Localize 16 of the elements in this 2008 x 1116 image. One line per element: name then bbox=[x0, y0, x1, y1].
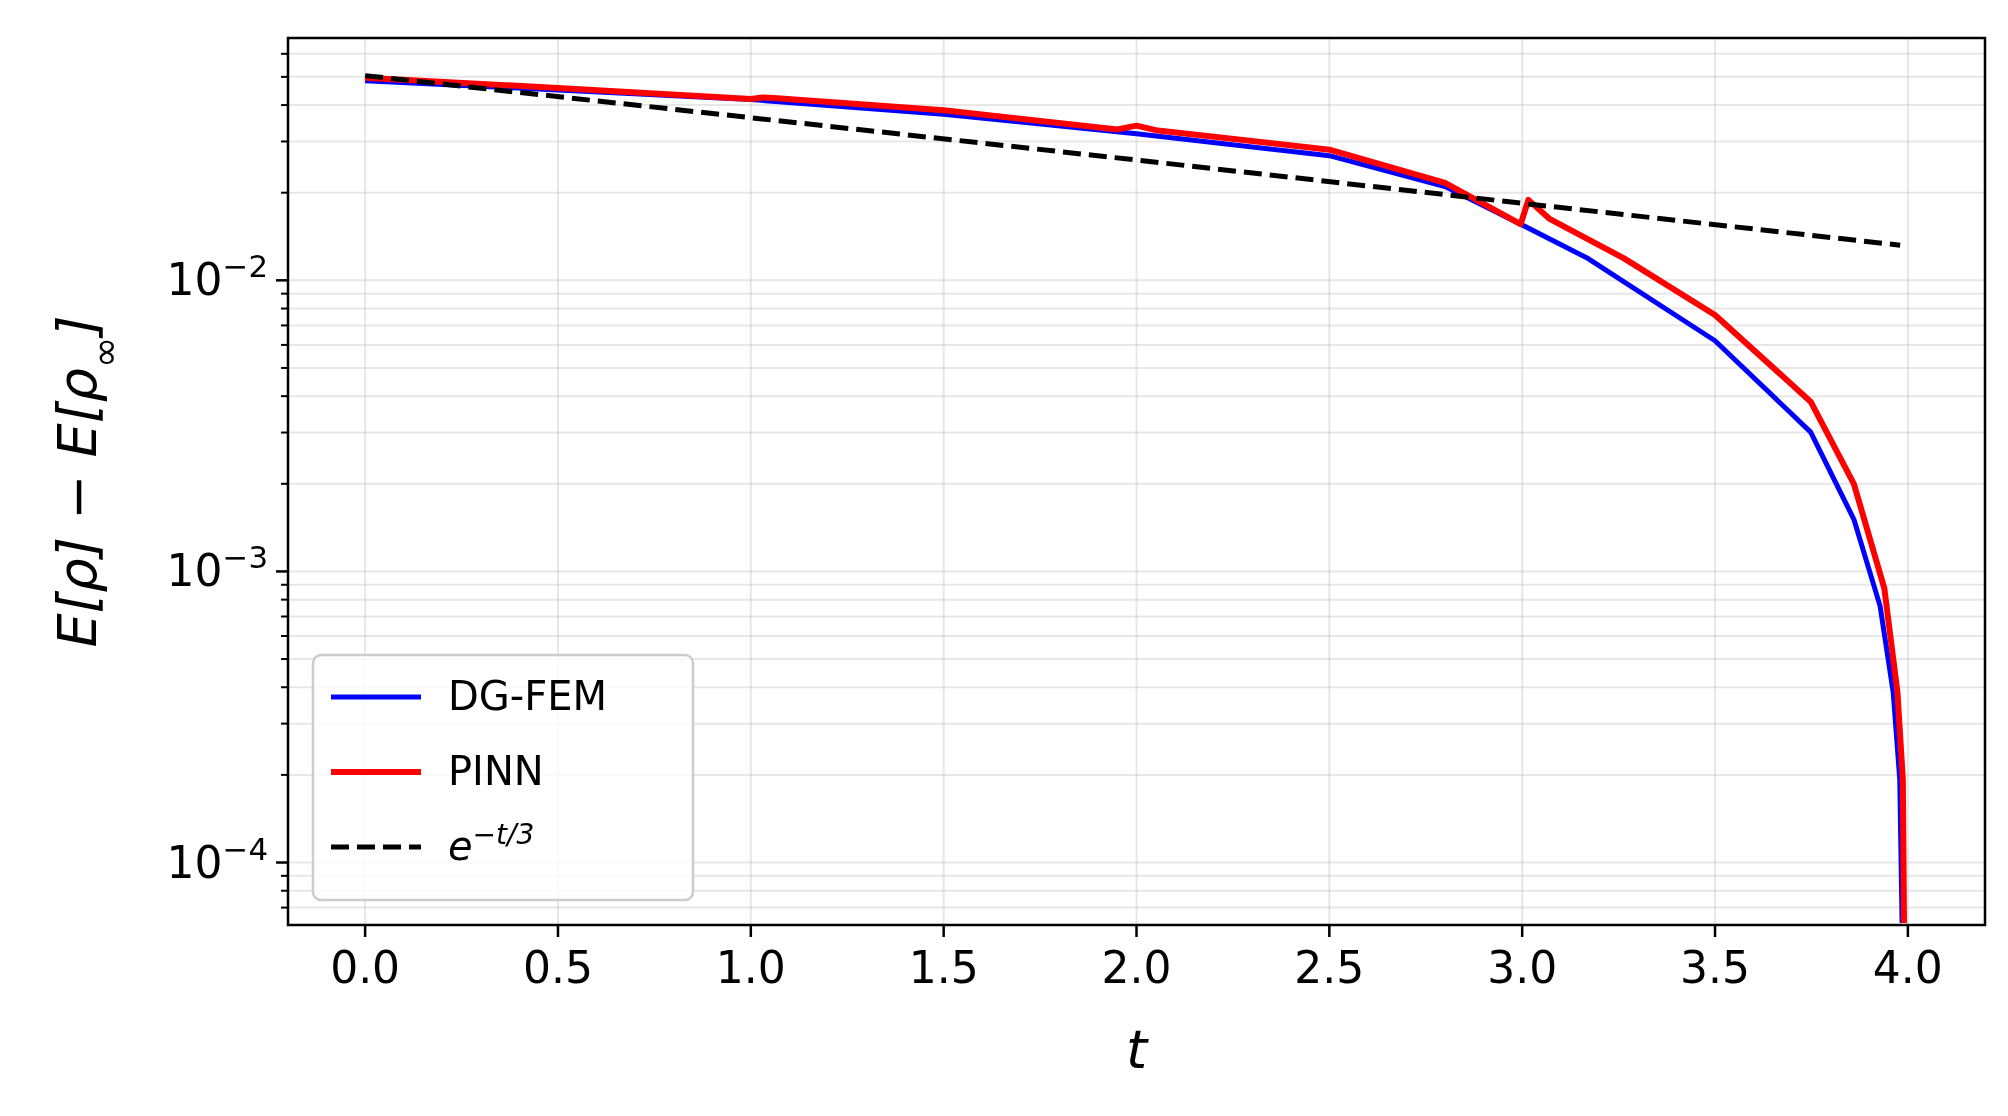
y-tick-label: 10$^{−4}$ bbox=[166, 830, 268, 888]
x-tick-label: 0.0 bbox=[330, 942, 401, 993]
x-tick-label: 1.5 bbox=[908, 942, 979, 993]
x-tick-label: 1.0 bbox=[715, 942, 786, 993]
y-tick-label: 10$^{−2}$ bbox=[166, 248, 268, 306]
legend-label: DG-FEM bbox=[448, 673, 608, 719]
x-tick-label: 0.5 bbox=[522, 942, 593, 993]
y-tick-label: 10$^{−3}$ bbox=[166, 539, 268, 597]
legend-label: PINN bbox=[448, 748, 544, 794]
x-axis-title: t bbox=[1125, 1018, 1149, 1081]
x-tick-label: 4.0 bbox=[1872, 942, 1943, 993]
x-tick-label: 2.0 bbox=[1101, 942, 1172, 993]
x-tick-label: 3.5 bbox=[1680, 942, 1751, 993]
x-tick-label: 2.5 bbox=[1294, 942, 1365, 993]
x-tick-label: 3.0 bbox=[1487, 942, 1558, 993]
legend-label: e$^{−t/3}$ bbox=[448, 817, 535, 869]
